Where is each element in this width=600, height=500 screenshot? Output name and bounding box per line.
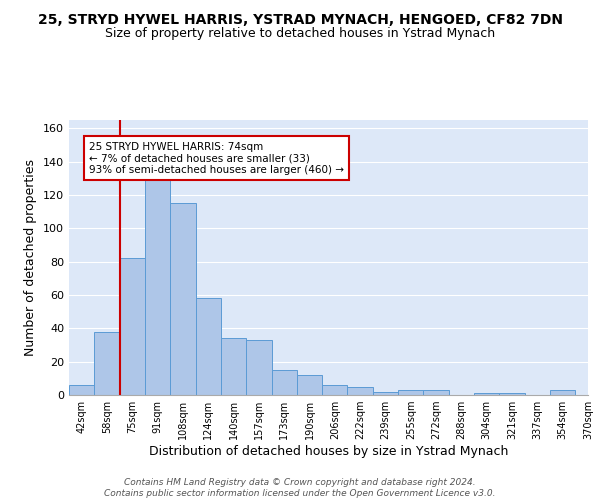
Bar <box>474 394 499 395</box>
Bar <box>373 392 398 395</box>
Bar <box>69 385 94 395</box>
Bar <box>398 390 424 395</box>
Bar <box>272 370 297 395</box>
Text: Size of property relative to detached houses in Ystrad Mynach: Size of property relative to detached ho… <box>105 28 495 40</box>
Bar <box>424 390 449 395</box>
Y-axis label: Number of detached properties: Number of detached properties <box>25 159 37 356</box>
Bar <box>297 375 322 395</box>
Bar <box>94 332 119 395</box>
Text: Contains HM Land Registry data © Crown copyright and database right 2024.
Contai: Contains HM Land Registry data © Crown c… <box>104 478 496 498</box>
Bar <box>170 204 196 395</box>
Bar <box>221 338 246 395</box>
Bar <box>550 390 575 395</box>
X-axis label: Distribution of detached houses by size in Ystrad Mynach: Distribution of detached houses by size … <box>149 445 508 458</box>
Bar <box>246 340 272 395</box>
Bar <box>499 394 525 395</box>
Text: 25 STRYD HYWEL HARRIS: 74sqm
← 7% of detached houses are smaller (33)
93% of sem: 25 STRYD HYWEL HARRIS: 74sqm ← 7% of det… <box>89 142 344 175</box>
Bar <box>196 298 221 395</box>
Bar <box>145 178 170 395</box>
Bar <box>347 386 373 395</box>
Text: 25, STRYD HYWEL HARRIS, YSTRAD MYNACH, HENGOED, CF82 7DN: 25, STRYD HYWEL HARRIS, YSTRAD MYNACH, H… <box>37 12 563 26</box>
Bar <box>119 258 145 395</box>
Bar <box>322 385 347 395</box>
